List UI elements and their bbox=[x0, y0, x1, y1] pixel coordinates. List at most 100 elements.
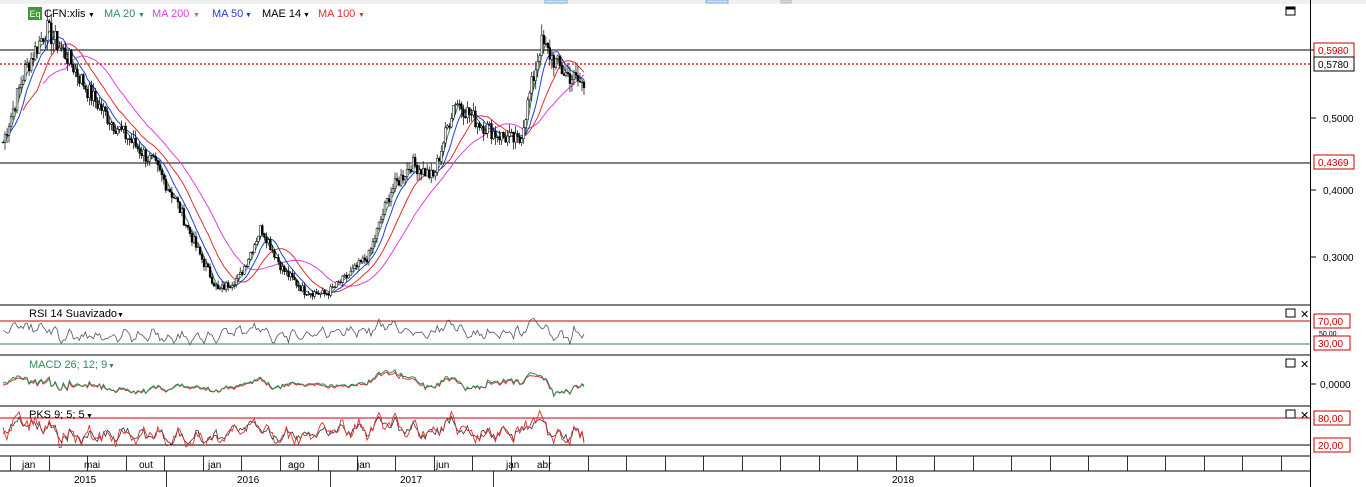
candle-body[interactable] bbox=[148, 155, 151, 162]
candle-body[interactable] bbox=[198, 246, 202, 255]
candle-body[interactable] bbox=[277, 257, 280, 263]
candle-body[interactable] bbox=[307, 294, 310, 296]
candle-body[interactable] bbox=[229, 286, 232, 289]
candle-body[interactable] bbox=[225, 282, 228, 290]
candle-body[interactable] bbox=[375, 228, 379, 239]
candle-body[interactable] bbox=[357, 260, 360, 268]
candle-body[interactable] bbox=[233, 284, 236, 286]
candle-body[interactable] bbox=[359, 260, 362, 263]
candle-body[interactable] bbox=[309, 293, 312, 295]
candle-body[interactable] bbox=[100, 104, 103, 111]
pks-maximize-icon[interactable] bbox=[1285, 409, 1296, 419]
candle-body[interactable] bbox=[182, 208, 186, 226]
candle-body[interactable] bbox=[426, 169, 429, 177]
candle-body[interactable] bbox=[247, 259, 250, 267]
candle-body[interactable] bbox=[436, 158, 439, 173]
price-box-0578[interactable] bbox=[1313, 56, 1355, 72]
candle-body[interactable] bbox=[438, 158, 441, 162]
candle-body[interactable] bbox=[154, 156, 157, 161]
candle-body[interactable] bbox=[212, 283, 216, 287]
candle-body[interactable] bbox=[363, 257, 367, 261]
candle-body[interactable] bbox=[70, 49, 73, 65]
candle-body[interactable] bbox=[301, 285, 304, 292]
candle-body[interactable] bbox=[397, 180, 401, 186]
candle-body[interactable] bbox=[118, 126, 121, 130]
macd-panel[interactable]: MACD 26; 12; 9 ▼ ✕ 0,0000 bbox=[2, 358, 1351, 398]
candle-body[interactable] bbox=[548, 47, 551, 60]
rsi-close-icon[interactable]: ✕ bbox=[1300, 309, 1309, 321]
candle-body[interactable] bbox=[245, 265, 248, 268]
candle-body[interactable] bbox=[311, 293, 314, 297]
candle-body[interactable] bbox=[393, 178, 397, 189]
candle-body[interactable] bbox=[126, 138, 129, 140]
candle-body[interactable] bbox=[13, 108, 17, 111]
candle-body[interactable] bbox=[542, 34, 545, 45]
candle-body[interactable] bbox=[120, 126, 123, 130]
candle-body[interactable] bbox=[253, 244, 256, 253]
candle-body[interactable] bbox=[556, 55, 560, 59]
candle-body[interactable] bbox=[331, 286, 334, 288]
candle-body[interactable] bbox=[80, 74, 83, 84]
candle-body[interactable] bbox=[66, 58, 69, 64]
candle-body[interactable] bbox=[186, 225, 190, 228]
candle-body[interactable] bbox=[204, 263, 208, 267]
candle-body[interactable] bbox=[554, 58, 558, 68]
candle-body[interactable] bbox=[287, 270, 290, 278]
candle-body[interactable] bbox=[570, 79, 574, 84]
candle-body[interactable] bbox=[112, 122, 115, 132]
top-tab-2[interactable] bbox=[705, 0, 729, 4]
candle-body[interactable] bbox=[534, 69, 537, 81]
candle-body[interactable] bbox=[58, 47, 61, 51]
legend-ma200[interactable]: MA 200 bbox=[152, 8, 189, 20]
pks-level-20-box[interactable] bbox=[1313, 437, 1351, 453]
candle-body[interactable] bbox=[92, 90, 95, 101]
candle-body[interactable] bbox=[582, 81, 586, 88]
candle-body[interactable] bbox=[494, 131, 497, 138]
candle-body[interactable] bbox=[110, 122, 113, 125]
candle-body[interactable] bbox=[76, 68, 79, 77]
candle-body[interactable] bbox=[263, 233, 266, 238]
candle-body[interactable] bbox=[1, 142, 5, 144]
candle-body[interactable] bbox=[578, 80, 582, 83]
candle-body[interactable] bbox=[389, 192, 393, 203]
candle-body[interactable] bbox=[283, 266, 286, 273]
candle-body[interactable] bbox=[512, 131, 515, 143]
candle-body[interactable] bbox=[420, 169, 423, 175]
candle-body[interactable] bbox=[395, 178, 399, 181]
candle-body[interactable] bbox=[275, 257, 278, 259]
candle-body[interactable] bbox=[222, 284, 226, 290]
macd-title[interactable]: MACD 26; 12; 9 bbox=[29, 359, 107, 371]
candle-body[interactable] bbox=[220, 284, 224, 289]
candle-body[interactable] bbox=[166, 188, 170, 191]
macd-close-icon[interactable]: ✕ bbox=[1300, 359, 1309, 371]
candle-body[interactable] bbox=[218, 287, 222, 290]
candle-body[interactable] bbox=[208, 266, 212, 278]
candle-body[interactable] bbox=[21, 79, 25, 85]
candle-body[interactable] bbox=[3, 134, 7, 143]
candle-body[interactable] bbox=[343, 274, 346, 277]
candle-body[interactable] bbox=[88, 84, 91, 99]
candle-body[interactable] bbox=[267, 239, 270, 244]
candle-body[interactable] bbox=[271, 249, 274, 251]
candle-body[interactable] bbox=[478, 122, 481, 128]
candle-body[interactable] bbox=[34, 46, 37, 60]
candle-body[interactable] bbox=[373, 238, 377, 242]
legend-mae14[interactable]: MAE 14 bbox=[262, 8, 301, 20]
candle-body[interactable] bbox=[194, 236, 198, 248]
candle-body[interactable] bbox=[104, 106, 107, 112]
candle-body[interactable] bbox=[5, 134, 9, 136]
candle-body[interactable] bbox=[74, 68, 77, 73]
candle-body[interactable] bbox=[227, 282, 230, 288]
rsi-panel[interactable]: RSI 14 Suavizado ▼ ✕ 70,00 50,00 30,00 bbox=[0, 308, 1351, 351]
candle-body[interactable] bbox=[452, 105, 455, 119]
candle-body[interactable] bbox=[564, 72, 568, 76]
candle-body[interactable] bbox=[502, 132, 505, 138]
candle-body[interactable] bbox=[365, 259, 369, 263]
candle-body[interactable] bbox=[349, 270, 352, 276]
candle-body[interactable] bbox=[124, 125, 127, 139]
candle-body[interactable] bbox=[94, 90, 97, 102]
candle-body[interactable] bbox=[36, 46, 39, 54]
pks-dropdown-icon[interactable]: ▼ bbox=[86, 413, 93, 420]
candle-body[interactable] bbox=[381, 213, 385, 220]
candle-body[interactable] bbox=[237, 274, 240, 279]
